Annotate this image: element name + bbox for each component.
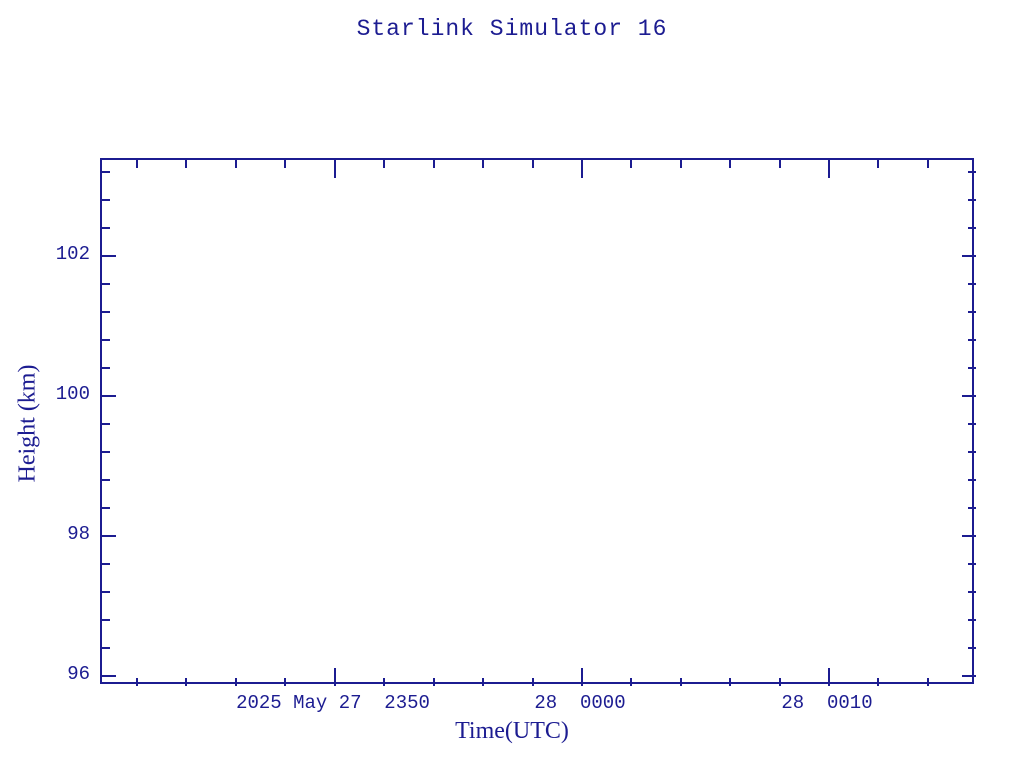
x-axis-top-minor-ticks [136,160,929,168]
y-tick-label-98: 98 [67,523,90,545]
x-tick-label-0010: 28 0010 [781,692,873,714]
y-axis-left-minor-ticks [102,171,110,649]
x-axis-title: Time(UTC) [455,718,569,744]
x-tick-label-2350: 2025 May 27 2350 [236,692,430,714]
y-axis-title: Height (km) [14,364,41,483]
y-axis-right-major-ticks [962,255,976,677]
plot-area[interactable] [100,158,976,686]
y-axis-tick-labels: 102 100 98 96 [0,0,90,768]
y-tick-label-102: 102 [55,243,90,265]
x-tick-label-0000: 28 0000 [534,692,626,714]
x-axis-bottom-minor-ticks [136,678,929,686]
x-axis-top-major-ticks [334,160,830,178]
y-axis-left-major-ticks [102,255,116,677]
y-tick-label-100: 100 [55,383,90,405]
x-axis-bottom-major-ticks [334,668,830,686]
y-tick-label-96: 96 [67,663,90,685]
chart-title: Starlink Simulator 16 [356,16,668,42]
y-axis-right-minor-ticks [968,171,976,649]
plot-canvas [102,160,976,686]
